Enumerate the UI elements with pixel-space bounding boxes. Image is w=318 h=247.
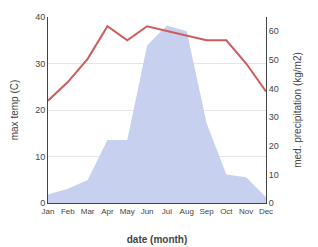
- svg-text:20: 20: [35, 105, 45, 115]
- svg-text:med. precipitation (kg/m2): med. precipitation (kg/m2): [292, 52, 303, 168]
- svg-text:Jun: Jun: [141, 207, 154, 216]
- svg-text:60: 60: [269, 26, 279, 36]
- svg-text:Apr: Apr: [101, 207, 114, 216]
- svg-text:Sep: Sep: [199, 207, 214, 216]
- svg-text:40: 40: [35, 12, 45, 22]
- svg-text:0: 0: [40, 198, 45, 208]
- svg-text:20: 20: [269, 141, 279, 151]
- svg-text:30: 30: [269, 112, 279, 122]
- svg-text:May: May: [120, 207, 135, 216]
- svg-text:Jul: Jul: [162, 207, 172, 216]
- svg-text:0: 0: [269, 198, 274, 208]
- svg-text:50: 50: [269, 55, 279, 65]
- svg-text:Mar: Mar: [81, 207, 95, 216]
- svg-text:date (month): date (month): [127, 234, 188, 245]
- svg-text:Nov: Nov: [239, 207, 253, 216]
- svg-text:Oct: Oct: [220, 207, 233, 216]
- svg-text:Feb: Feb: [61, 207, 75, 216]
- svg-text:Jan: Jan: [42, 207, 55, 216]
- svg-text:10: 10: [269, 170, 279, 180]
- svg-text:40: 40: [269, 84, 279, 94]
- svg-text:Aug: Aug: [180, 207, 194, 216]
- svg-text:30: 30: [35, 59, 45, 69]
- svg-text:10: 10: [35, 152, 45, 162]
- svg-text:Dec: Dec: [259, 207, 273, 216]
- svg-text:max temp (C): max temp (C): [9, 80, 20, 141]
